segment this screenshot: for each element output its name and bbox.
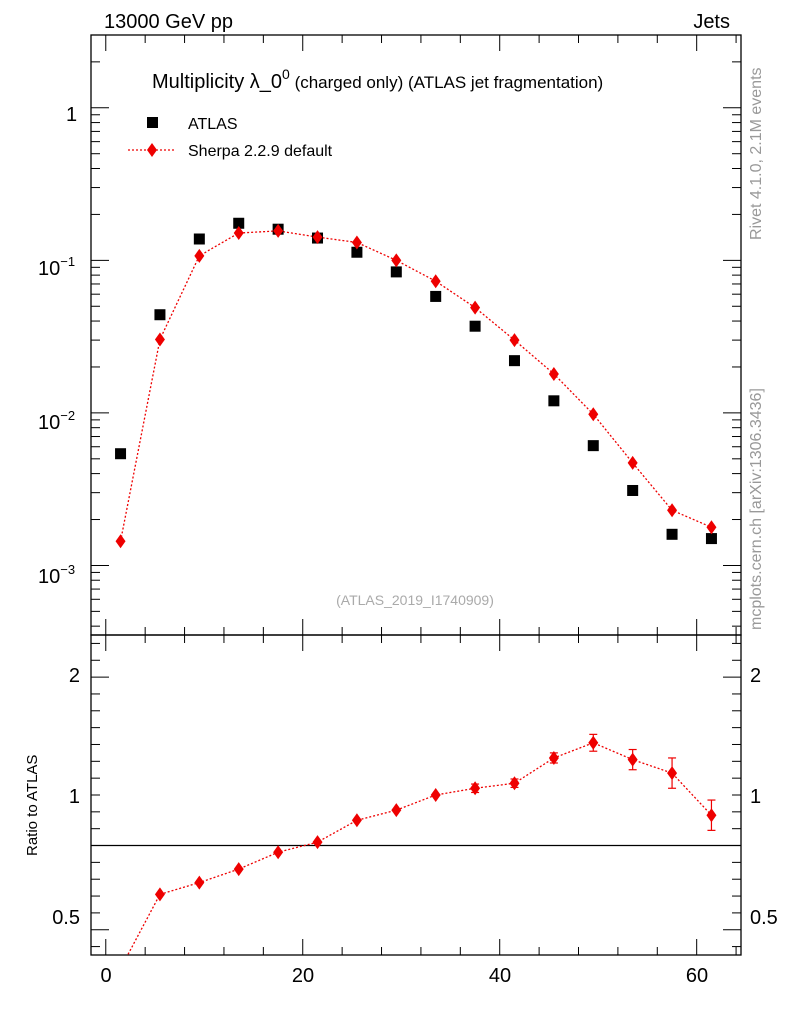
ratio-y-tick-label-1-right: 1: [750, 786, 761, 808]
atlas-point: [469, 320, 481, 332]
sherpa-point: [273, 223, 284, 238]
main-axis-ticks: [91, 34, 741, 635]
ratio-point: [430, 788, 441, 802]
sherpa-line: [119, 230, 712, 542]
plot-title: Multiplicity λ_00 (charged only) (ATLAS …: [152, 66, 603, 93]
y-tick-label-1e-3: 10−3: [38, 562, 75, 588]
x-tick-label-0: 0: [100, 965, 111, 987]
main-data-layer: [115, 217, 717, 549]
ratio-point: [273, 845, 284, 860]
x-tick-label-20: 20: [292, 965, 314, 987]
atlas-point: [627, 484, 639, 496]
sherpa-point: [470, 300, 481, 315]
sherpa-point: [154, 332, 165, 347]
plot-title-sup: 0: [282, 66, 290, 82]
ratio-point: [706, 808, 717, 823]
sherpa-point: [391, 253, 402, 268]
ratio-point: [154, 887, 165, 902]
atlas-point: [193, 233, 205, 245]
plot-title-rest: (charged only) (ATLAS jet fragmentation): [290, 73, 603, 92]
sherpa-point: [233, 226, 244, 241]
sherpa-point: [312, 230, 323, 245]
side-label-rivet: Rivet 4.1.0, 2.1M events: [748, 67, 765, 240]
ratio-line: [126, 742, 712, 955]
sherpa-point: [430, 274, 441, 289]
ratio-point: [667, 766, 678, 781]
plot-title-main: Multiplicity λ_0: [152, 71, 282, 93]
ratio-frame: [90, 634, 742, 956]
atlas-point: [705, 533, 717, 545]
x-tick-label-40: 40: [489, 965, 511, 987]
atlas-point: [233, 217, 245, 229]
x-tick-label-60: 60: [686, 965, 708, 987]
ratio-point: [312, 835, 323, 850]
analysis-id-label: (ATLAS_2019_I1740909): [336, 592, 494, 608]
ratio-point: [470, 781, 481, 796]
atlas-point: [154, 309, 166, 321]
legend-sherpa-label: Sherpa 2.2.9 default: [188, 143, 333, 160]
header-jets-label: Jets: [693, 11, 730, 33]
atlas-point: [508, 355, 520, 367]
main-y-tick-labels: 10−3 10−2 10−1 1: [38, 104, 77, 588]
atlas-point: [666, 528, 678, 540]
sherpa-point: [627, 455, 638, 470]
y-tick-label-1e-1: 10−1: [38, 254, 75, 280]
ratio-point: [351, 813, 362, 828]
atlas-point: [587, 440, 599, 452]
ratio-point: [194, 875, 205, 890]
sherpa-point: [706, 520, 717, 535]
atlas-point: [351, 246, 363, 258]
ratio-y-axis-label: Ratio to ATLAS: [24, 755, 41, 856]
sherpa-point: [548, 366, 559, 381]
ratio-y-tick-label-0p5-left: 0.5: [52, 907, 80, 929]
legend: ATLAS Sherpa 2.2.9 default: [128, 116, 333, 160]
ratio-y-tick-label-1-left: 1: [69, 786, 80, 808]
ratio-point: [548, 750, 559, 765]
ratio-axis-ticks: [91, 635, 741, 955]
sherpa-point: [194, 248, 205, 263]
legend-atlas-marker: [147, 117, 158, 128]
sherpa-point: [509, 333, 520, 348]
ratio-y-tick-label-2-right: 2: [750, 665, 761, 687]
y-tick-label-1: 1: [66, 104, 77, 126]
sherpa-point: [115, 534, 126, 549]
legend-atlas-label: ATLAS: [188, 116, 238, 133]
atlas-point: [430, 290, 442, 302]
atlas-point: [548, 395, 560, 407]
sherpa-point: [351, 235, 362, 250]
ratio-y-tick-label-2-left: 2: [69, 665, 80, 687]
y-tick-label-1e-2: 10−2: [38, 408, 75, 434]
ratio-point: [627, 752, 638, 767]
sherpa-point: [667, 503, 678, 518]
legend-sherpa-marker: [147, 143, 157, 157]
ratio-point: [588, 735, 599, 750]
sherpa-point: [588, 407, 599, 422]
ratio-y-tick-label-0p5-right: 0.5: [750, 907, 778, 929]
ratio-point: [509, 776, 520, 791]
header-energy-label: 13000 GeV pp: [104, 11, 233, 33]
atlas-point: [390, 266, 402, 278]
atlas-point: [115, 448, 127, 460]
ratio-point: [116, 961, 126, 975]
ratio-point: [391, 803, 402, 818]
ratio-series: [116, 733, 717, 975]
ratio-data-layer: [116, 733, 717, 975]
side-label-mcplots: mcplots.cern.ch [arXiv:1306.3436]: [748, 388, 765, 630]
ratio-point: [233, 862, 244, 877]
